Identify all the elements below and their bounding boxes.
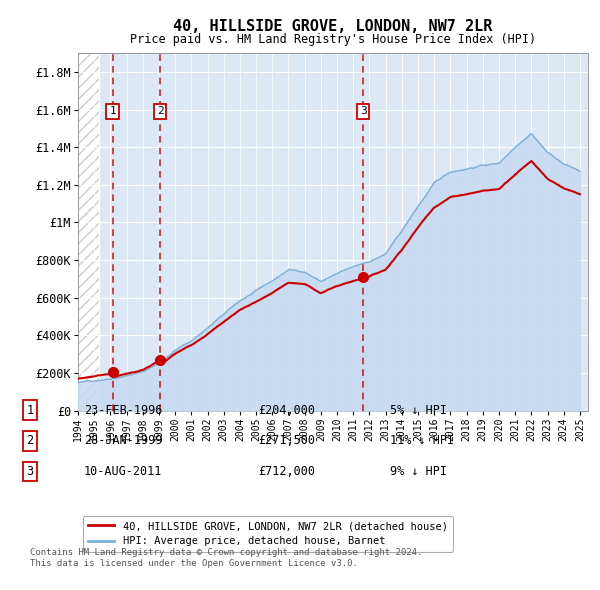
Text: Contains HM Land Registry data © Crown copyright and database right 2024.: Contains HM Land Registry data © Crown c…: [30, 548, 422, 557]
Text: 2: 2: [26, 434, 34, 447]
Legend: 40, HILLSIDE GROVE, LONDON, NW7 2LR (detached house), HPI: Average price, detach: 40, HILLSIDE GROVE, LONDON, NW7 2LR (det…: [83, 516, 453, 552]
Text: 28-JAN-1999: 28-JAN-1999: [84, 434, 163, 447]
Text: £204,000: £204,000: [258, 404, 315, 417]
Text: 2: 2: [157, 106, 164, 116]
Text: 40, HILLSIDE GROVE, LONDON, NW7 2LR: 40, HILLSIDE GROVE, LONDON, NW7 2LR: [173, 19, 493, 34]
Text: 9% ↓ HPI: 9% ↓ HPI: [390, 465, 447, 478]
Text: 5% ↓ HPI: 5% ↓ HPI: [390, 404, 447, 417]
Text: 10-AUG-2011: 10-AUG-2011: [84, 465, 163, 478]
Text: 23-FEB-1996: 23-FEB-1996: [84, 404, 163, 417]
Text: 1: 1: [109, 106, 116, 116]
Text: 11% ↓ HPI: 11% ↓ HPI: [390, 434, 454, 447]
Bar: [78, 53, 99, 411]
Text: 3: 3: [360, 106, 367, 116]
Bar: [78, 53, 99, 411]
Text: 1: 1: [26, 404, 34, 417]
Text: £712,000: £712,000: [258, 465, 315, 478]
Text: This data is licensed under the Open Government Licence v3.0.: This data is licensed under the Open Gov…: [30, 559, 358, 568]
Text: 3: 3: [26, 465, 34, 478]
Text: Price paid vs. HM Land Registry's House Price Index (HPI): Price paid vs. HM Land Registry's House …: [130, 33, 536, 46]
Text: £271,500: £271,500: [258, 434, 315, 447]
